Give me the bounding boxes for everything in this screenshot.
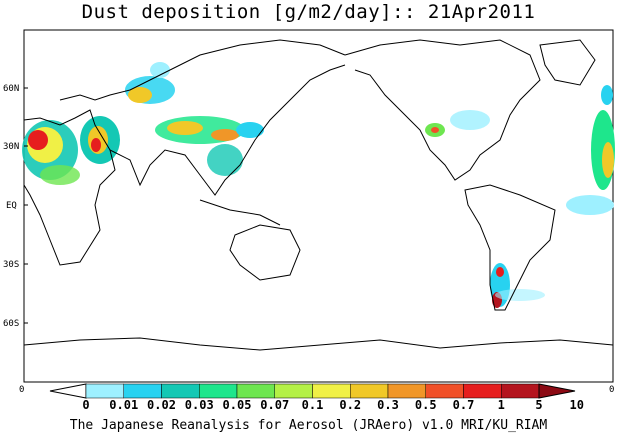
credit-line: The Japanese Reanalysis for Aerosol (JRA… (69, 418, 548, 433)
colorbar-segment (463, 383, 502, 399)
coastlines (23, 39, 614, 351)
colorbar-tick-label: 0.01 (109, 398, 138, 412)
axis-edge-right-label: 0 (609, 385, 614, 395)
colorbar-tick-label: 0.02 (147, 398, 176, 412)
colorbar-segment (199, 383, 238, 399)
colorbar-arrow-high (538, 383, 576, 399)
colorbar-segment (312, 383, 351, 399)
lat-ticks (24, 87, 28, 324)
colorbar-segment (387, 383, 426, 399)
colorbar-tick-label: 0 (82, 398, 89, 412)
colorbar-tick-label: 5 (535, 398, 542, 412)
colorbar: 0 0.01 0.02 0.03 0.05 0.07 0.1 0.2 0.3 0.5 0.7 1 5 10 (49, 383, 584, 412)
latitude-labels: 60N 30N EQ 30S 60S (3, 84, 19, 329)
colorbar-tick-label: 0.03 (185, 398, 214, 412)
colorbar-segment (161, 383, 200, 399)
colorbar-segment (274, 383, 313, 399)
colorbar-tick-label: 0.07 (260, 398, 289, 412)
colorbar-tick-label: 0.2 (339, 398, 361, 412)
colorbar-tick-label: 1 (498, 398, 505, 412)
colorbar-segment (425, 383, 464, 399)
colorbar-segment (501, 383, 540, 399)
lat-label-eq: EQ (6, 201, 17, 211)
colorbar-arrow-low (49, 383, 87, 399)
colorbar-segment (350, 383, 389, 399)
map-title: Dust deposition [g/m2/day]:: 21Apr2011 (81, 1, 536, 23)
colorbar-segment (123, 383, 162, 399)
colorbar-segment (85, 383, 124, 399)
lat-label-30s: 30S (3, 260, 19, 270)
colorbar-tick-label: 0.05 (223, 398, 252, 412)
colorbar-segment (236, 383, 275, 399)
axis-edge-left-label: 0 (19, 385, 24, 395)
colorbar-tick-label: 0.1 (302, 398, 324, 412)
map-frame (23, 29, 614, 383)
colorbar-tick-label: 10 (570, 398, 584, 412)
dust-field (22, 62, 615, 308)
lat-label-30n: 30N (3, 142, 19, 152)
colorbar-tick-label: 0.5 (415, 398, 437, 412)
colorbar-tick-label: 0.7 (453, 398, 475, 412)
colorbar-tick-label: 0.3 (377, 398, 399, 412)
lat-label-60n: 60N (3, 84, 19, 94)
lat-label-60s: 60S (3, 319, 19, 329)
